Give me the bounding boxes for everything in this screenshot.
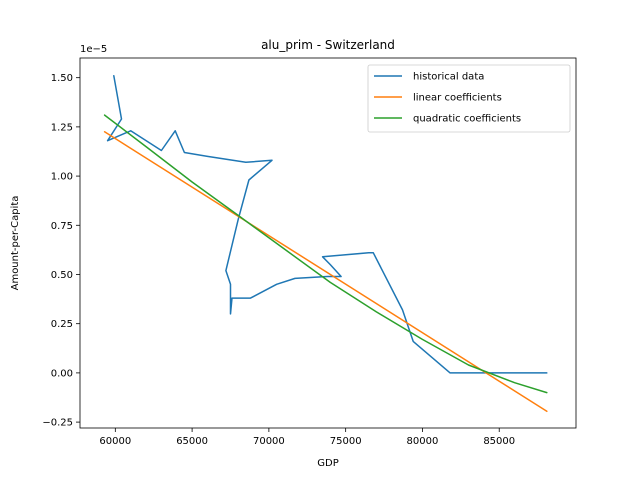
series-line-quadratic-coefficients <box>103 114 548 394</box>
y-tick-label: −0.25 <box>42 418 73 429</box>
y-tick-label: 0.75 <box>51 221 73 232</box>
legend: historical data linear coefficients quadra… <box>367 64 571 133</box>
y-tick-label: 1.00 <box>51 172 73 183</box>
x-axis: 60000 65000 70000 75000 80000 85000 <box>99 428 515 447</box>
y-offset-text: 1e−5 <box>80 44 107 55</box>
y-tick-label: 1.25 <box>51 122 73 133</box>
x-tick-label: 70000 <box>253 436 285 447</box>
chart-title: alu_prim - Switzerland <box>261 38 395 52</box>
x-tick-label: 80000 <box>407 436 439 447</box>
legend-box <box>367 64 571 133</box>
x-tick-label: 60000 <box>99 436 131 447</box>
y-tick-label: 1.50 <box>51 73 73 84</box>
series-layer <box>103 74 548 413</box>
x-axis-label: GDP <box>317 458 338 469</box>
legend-label: linear coefficients <box>413 93 502 104</box>
legend-label: historical data <box>413 72 484 83</box>
y-tick-label: 0.25 <box>51 319 73 330</box>
legend-label: quadratic coefficients <box>413 114 521 125</box>
series-line-linear-coefficients <box>103 131 548 413</box>
x-tick-label: 65000 <box>176 436 208 447</box>
plot-frame <box>79 57 577 429</box>
x-tick-label: 85000 <box>483 436 515 447</box>
y-tick-label: 0.50 <box>51 270 73 281</box>
y-tick-label: 0.00 <box>51 368 73 379</box>
y-axis-label: Amount-per-Capita <box>10 196 21 291</box>
x-tick-label: 75000 <box>330 436 362 447</box>
series-line-historical-data <box>106 74 548 374</box>
y-axis: −0.25 0.00 0.25 0.50 0.75 1.00 1.25 1.50 <box>42 73 80 429</box>
